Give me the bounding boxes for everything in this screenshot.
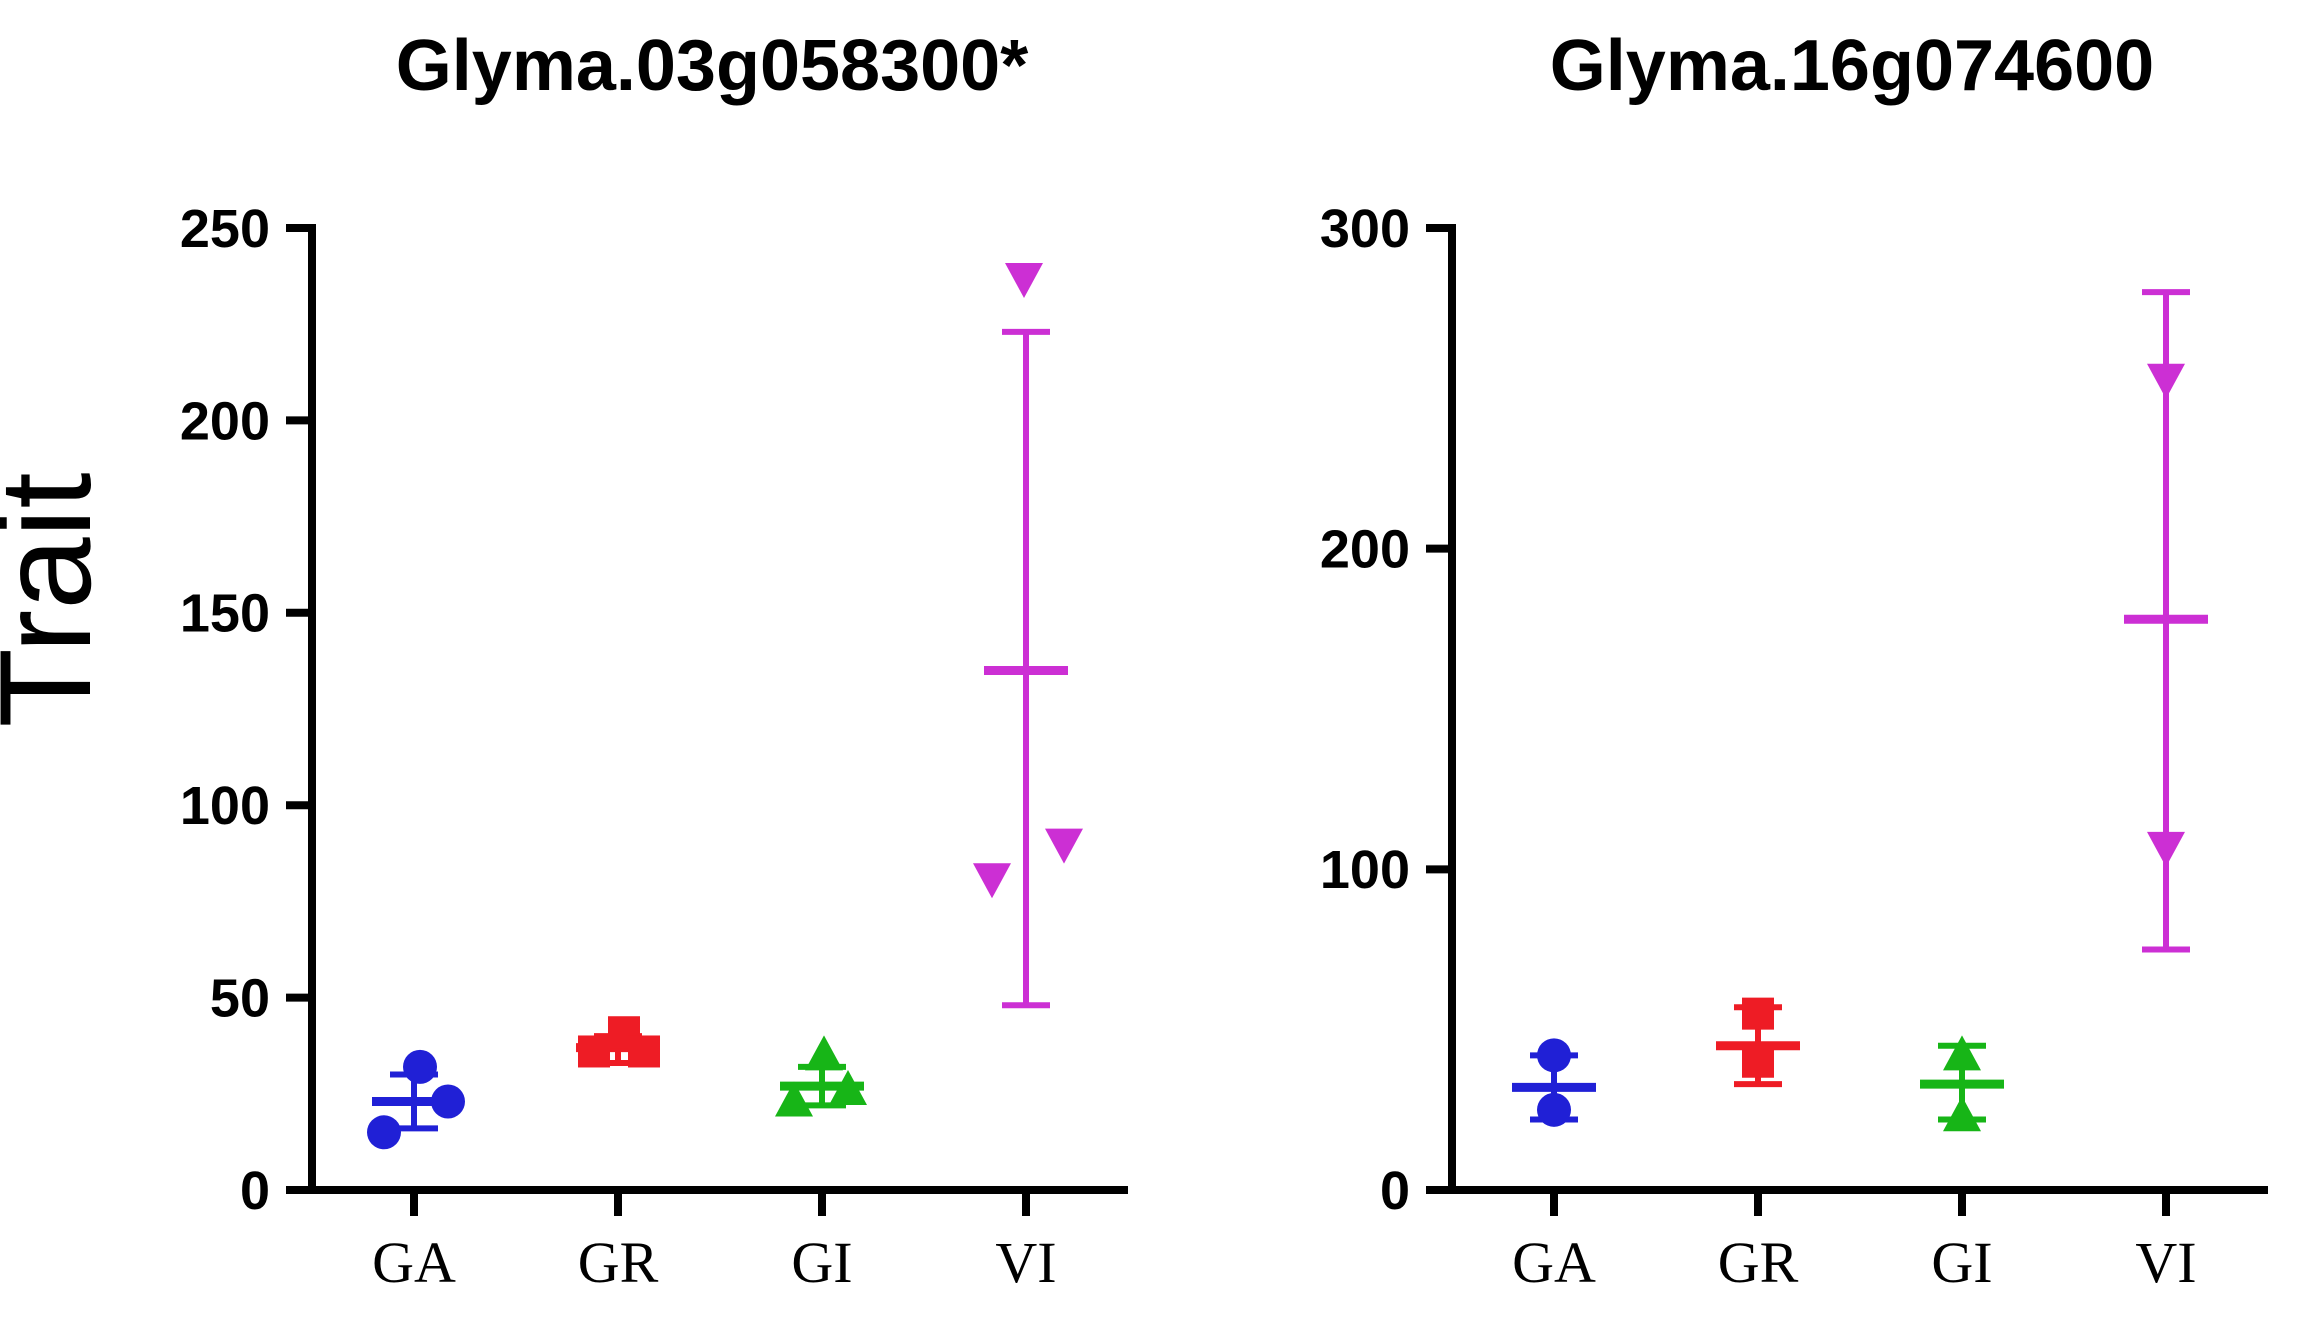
data-point	[431, 1084, 465, 1119]
data-point	[805, 1035, 843, 1071]
y-tick-label: 250	[180, 199, 270, 259]
data-point	[628, 1035, 660, 1068]
y-tick-label: 50	[210, 969, 270, 1029]
x-tick-label: VI	[2135, 1230, 2196, 1295]
plot-left: 0 50 100 150 200 250 GA GR GI VI	[180, 199, 1128, 1295]
data-point	[1005, 263, 1043, 299]
y-tick-label: 300	[1320, 199, 1410, 259]
x-tick-label: GA	[1512, 1230, 1596, 1295]
data-point	[829, 1069, 867, 1105]
data-point	[1045, 828, 1083, 864]
x-tick-label: GA	[372, 1230, 456, 1295]
data-point	[1537, 1038, 1571, 1073]
data-point	[1742, 1045, 1774, 1078]
y-tick-label: 200	[1320, 520, 1410, 580]
data-point	[1943, 1035, 1981, 1071]
data-point	[403, 1049, 437, 1084]
x-tick-label: GR	[1718, 1230, 1799, 1295]
data-point	[367, 1115, 401, 1150]
data-point	[1943, 1096, 1981, 1132]
data-point	[2147, 831, 2185, 867]
y-tick-label: 150	[180, 584, 270, 644]
data-point	[1742, 997, 1774, 1030]
y-tick-label: 200	[180, 391, 270, 451]
x-tick-label: VI	[995, 1230, 1056, 1295]
x-tick-label: GI	[791, 1230, 852, 1295]
x-tick-label: GI	[1931, 1230, 1992, 1295]
y-tick-label: 0	[1380, 1161, 1410, 1221]
data-point	[578, 1035, 610, 1068]
y-tick-label: 0	[240, 1161, 270, 1221]
y-axis-title: Trait	[0, 472, 118, 727]
plot-right: 0 100 200 300 GA GR GI VI	[1320, 199, 2268, 1295]
y-tick-label: 100	[180, 776, 270, 836]
chart-title-right: Glyma.16g074600	[1550, 26, 2154, 106]
data-point	[973, 863, 1011, 899]
y-tick-label: 100	[1320, 840, 1410, 900]
x-tick-label: GR	[578, 1230, 659, 1295]
data-point	[775, 1081, 813, 1117]
data-point	[1537, 1092, 1571, 1127]
chart-title-left: Glyma.03g058300*	[396, 26, 1028, 106]
data-point	[2147, 363, 2185, 399]
